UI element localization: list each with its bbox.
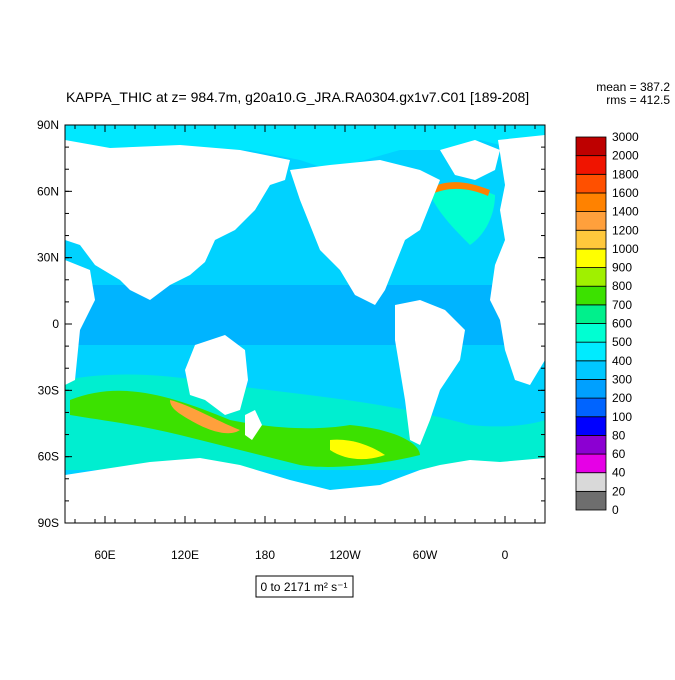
colorbar-label: 1600 <box>612 186 639 200</box>
title: KAPPA_THIC at z= 984.7m, g20a10.G_JRA.RA… <box>66 89 529 105</box>
colorbar-label: 700 <box>612 298 632 312</box>
north-atlantic <box>430 185 495 245</box>
lat-label: 60S <box>38 450 59 464</box>
mean-stat: mean = 387.2 <box>596 80 670 94</box>
colorbar-label: 400 <box>612 354 632 368</box>
colorbar-box <box>575 490 607 511</box>
colorbar-label: 60 <box>612 447 626 461</box>
colorbar-box <box>575 379 607 399</box>
colorbar-label: 300 <box>612 372 632 386</box>
colorbar-box <box>575 248 607 268</box>
colorbar-label: 80 <box>612 428 626 442</box>
lon-label: 120W <box>329 548 361 562</box>
acc-orange <box>170 400 240 434</box>
axes: 90N 60N 30N 0 30S 60S 90S 60E 120E 180 120W 60W 0 <box>37 118 545 562</box>
rms-stat: rms = 412.5 <box>606 93 670 107</box>
colorbar-box <box>575 341 607 362</box>
colorbar-box <box>575 323 607 343</box>
colorbar-label: 20 <box>612 484 626 498</box>
colorbar-label: 100 <box>612 410 632 424</box>
colorbar-label: 600 <box>612 317 632 331</box>
lat-label: 30S <box>38 383 59 397</box>
lat-label: 0 <box>52 317 59 331</box>
colorbar-label: 3000 <box>612 130 639 144</box>
acc-yellow <box>330 439 385 460</box>
colorbar-label: 0 <box>612 503 619 517</box>
colorbar-box <box>575 397 607 418</box>
range-box <box>255 575 354 598</box>
colorbar-label: 2000 <box>612 149 639 163</box>
lon-label: 120E <box>171 548 199 562</box>
lat-label: 90N <box>37 118 59 132</box>
lon-label: 180 <box>255 548 275 562</box>
colorbar-label: 1000 <box>612 242 639 256</box>
colorbar-label: 900 <box>612 261 632 275</box>
gulf-stream <box>430 182 490 196</box>
land <box>65 135 545 523</box>
lon-label: 60W <box>413 548 438 562</box>
colorbar-box <box>575 229 607 250</box>
colorbar-box <box>575 360 607 380</box>
colorbar-box <box>575 267 607 287</box>
lon-label: 0 <box>502 548 509 562</box>
map <box>65 125 545 523</box>
range-label: 0 to 2171 m² s⁻¹ <box>260 580 347 594</box>
colorbar-label: 200 <box>612 391 632 405</box>
colorbar-label: 1400 <box>612 205 639 219</box>
colorbar-box <box>575 304 607 324</box>
colorbar-box <box>575 453 607 474</box>
colorbar-box <box>575 136 607 157</box>
colorbar-label: 1800 <box>612 167 639 181</box>
arctic <box>65 125 545 170</box>
colorbar-box <box>575 192 607 212</box>
colorbar-label: 500 <box>612 335 632 349</box>
colorbar-box <box>575 285 607 306</box>
colorbar-label: 1200 <box>612 223 639 237</box>
colorbar-box <box>575 155 607 175</box>
colorbar-box <box>575 434 607 455</box>
lon-label: 60E <box>94 548 115 562</box>
lat-label: 60N <box>37 184 59 198</box>
colorbar: 0 20 40 60 80 100 200 300 400 500 600 700 800 900 1000… <box>575 130 639 517</box>
colorbar-label: 40 <box>612 466 626 480</box>
southern-band <box>65 374 545 470</box>
lat-label: 30N <box>37 251 59 265</box>
colorbar-box <box>575 416 607 436</box>
colorbar-box <box>575 211 607 231</box>
colorbar-box <box>575 472 607 492</box>
equatorial-band <box>65 285 545 345</box>
colorbar-box <box>575 173 607 194</box>
colorbar-label: 800 <box>612 279 632 293</box>
lat-label: 90S <box>38 516 59 530</box>
